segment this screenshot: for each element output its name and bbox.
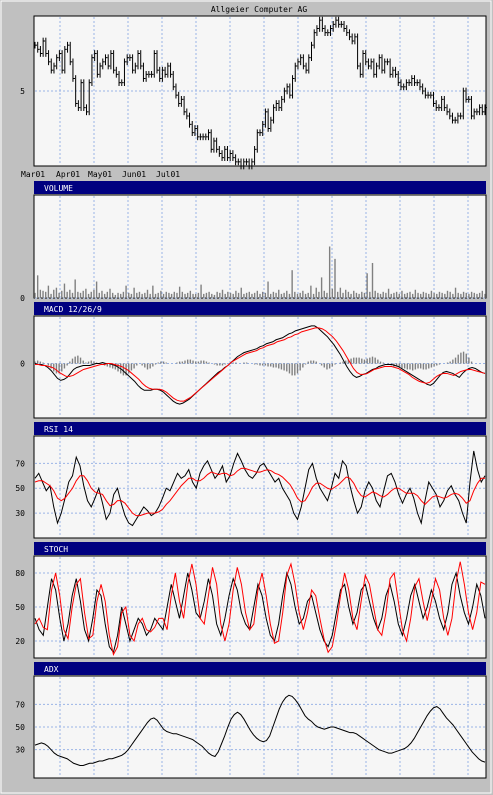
y-tick-label: 0: [20, 294, 25, 303]
y-tick-label: 5: [20, 87, 25, 96]
y-tick-label: 30: [15, 746, 25, 755]
y-tick-label: 70: [15, 459, 25, 468]
panels-layer: 5 VOLUME 0 MACD 12/26/9 0 RSI 14 70 50 30 STOCH 80…: [15, 15, 487, 779]
series-line: [35, 327, 486, 402]
y-tick-label: 50: [15, 484, 25, 493]
panel-volume: VOLUME 0: [20, 181, 487, 303]
plot-area-rsi: [33, 435, 487, 539]
y-tick-label: 50: [15, 723, 25, 732]
plot-area-adx: [33, 675, 487, 779]
plot-area-volume: [33, 194, 487, 299]
panel-header-volume: [34, 181, 486, 194]
panel-stoch: STOCH 80 50 20: [15, 542, 487, 659]
series-stoch-k: [34, 571, 486, 654]
panel-rsi: RSI 14 70 50 30: [15, 422, 487, 539]
panel-adx: ADX 70 50 30: [15, 662, 487, 779]
y-tick-label: 0: [20, 360, 25, 369]
series-rsi-signal: [34, 467, 485, 517]
panel-header-macd: [34, 302, 486, 315]
panel-label-adx: ADX: [44, 665, 59, 674]
panel-macd: MACD 12/26/9 0: [20, 302, 487, 419]
y-tick-label: 50: [15, 603, 25, 612]
series-volume-volume: [34, 246, 486, 298]
chart-title: Allgeier Computer AG: [211, 5, 308, 14]
series-adx-adx: [34, 694, 486, 767]
series-line: [34, 467, 485, 517]
x-tick-label: Jul01: [156, 170, 180, 179]
panel-label-macd: MACD 12/26/9: [44, 305, 102, 314]
x-tick-label: Apr01: [56, 170, 80, 179]
y-tick-label: 20: [15, 637, 25, 646]
series-stoch-d: [34, 561, 486, 657]
panel-price: 5: [20, 15, 487, 170]
series-line: [34, 561, 486, 657]
y-tick-label: 70: [15, 700, 25, 709]
panel-label-volume: VOLUME: [44, 184, 73, 193]
panel-header-adx: [34, 662, 486, 675]
y-tick-label: 30: [15, 509, 25, 518]
panel-header-rsi: [34, 422, 486, 435]
series-line: [34, 694, 486, 767]
series-price-price: [34, 16, 487, 170]
panel-label-rsi: RSI 14: [44, 425, 73, 434]
series-line: [34, 450, 486, 527]
y-tick-label: 80: [15, 569, 25, 578]
x-tick-label: Jun01: [122, 170, 146, 179]
series-line: [34, 571, 486, 654]
series-rsi-rsi: [34, 450, 486, 527]
x-tick-label: May01: [88, 170, 112, 179]
panel-label-stoch: STOCH: [44, 545, 68, 554]
panel-header-stoch: [34, 542, 486, 555]
x-tick-labels: Mar01 Apr01 May01 Jun01 Jul01: [21, 170, 180, 179]
series-macd-signal: [35, 327, 486, 402]
x-tick-label: Mar01: [21, 170, 45, 179]
